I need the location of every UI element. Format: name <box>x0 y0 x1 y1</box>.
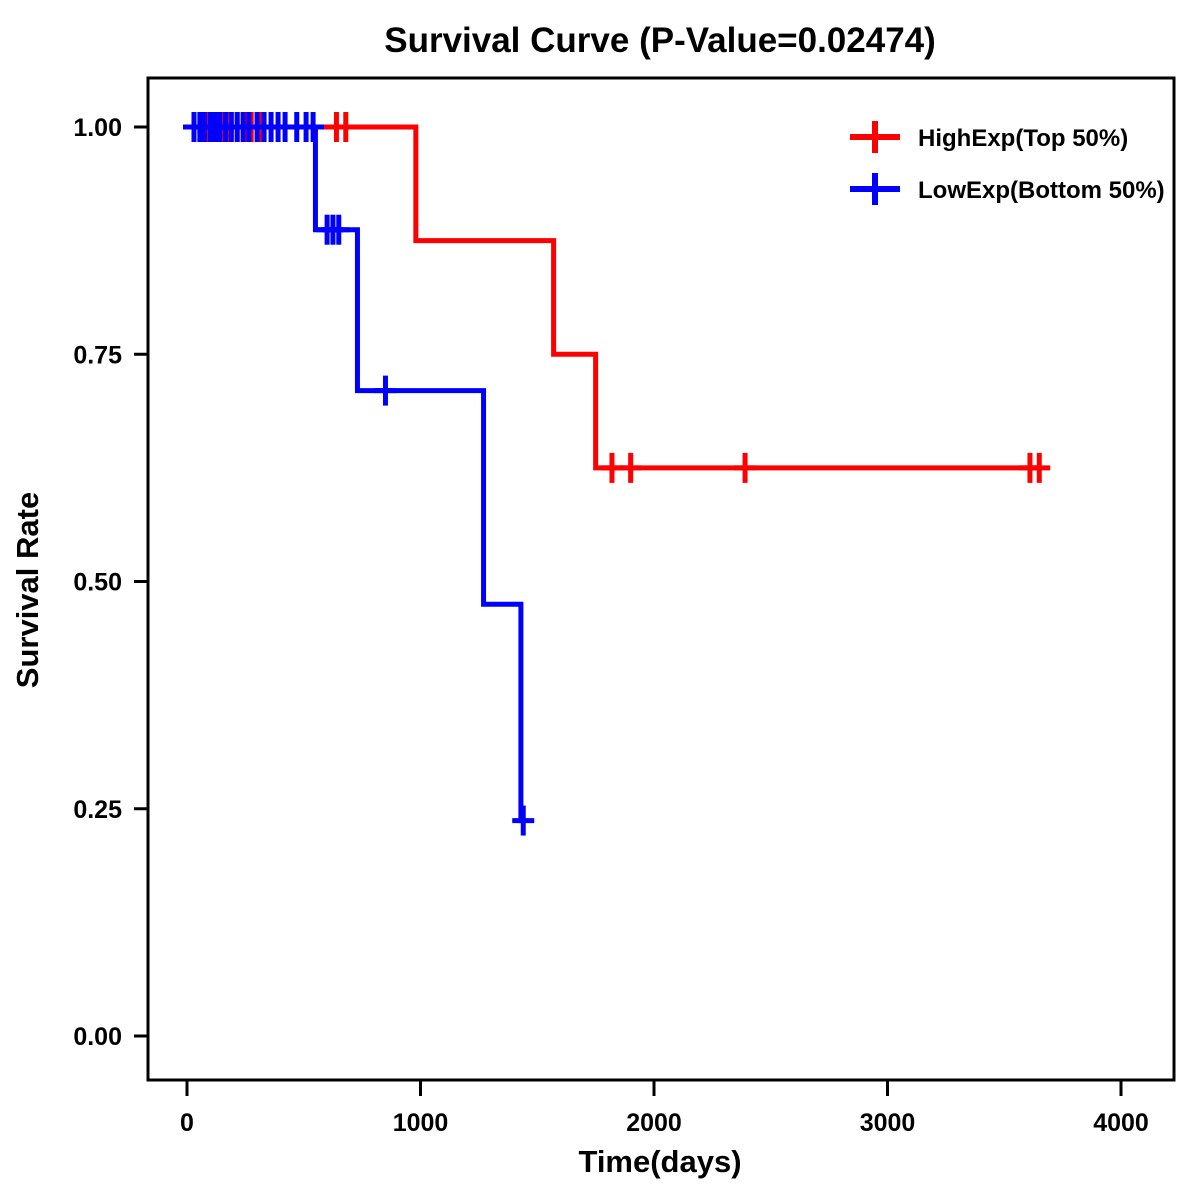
y-axis-label: Survival Rate <box>10 492 45 688</box>
legend-item[interactable] <box>850 173 900 205</box>
censor-marks <box>183 112 535 836</box>
survival-step-line <box>187 124 526 824</box>
legend-item[interactable] <box>850 121 900 153</box>
x-tick-label: 2000 <box>626 1109 682 1137</box>
survival-step-line <box>187 124 1040 471</box>
plot-area-frame <box>146 76 1176 1082</box>
y-tick-label: 0.50 <box>73 569 122 597</box>
x-tick-label: 1000 <box>393 1109 449 1137</box>
series-layer <box>183 112 1051 836</box>
chart-title: Survival Curve (P-Value=0.02474) <box>384 21 936 60</box>
y-tick-label: 0.25 <box>73 796 122 824</box>
y-tick-label: 1.00 <box>73 114 122 142</box>
legend-label: HighExp(Top 50%) <box>918 125 1128 152</box>
y-axis-ticks: 0.00 0.25 0.50 0.75 1.00 <box>73 114 148 1051</box>
series-low-exp <box>183 112 535 836</box>
x-tick-label: 4000 <box>1093 1109 1149 1137</box>
x-tick-label: 3000 <box>860 1109 916 1137</box>
y-tick-label: 0.00 <box>73 1023 122 1051</box>
chart-legend: HighExp(Top 50%) LowExp(Bottom 50%) <box>850 121 1165 205</box>
x-tick-label: 0 <box>180 1109 194 1137</box>
x-axis-label: Time(days) <box>578 1144 741 1179</box>
legend-label: LowExp(Bottom 50%) <box>918 177 1165 204</box>
x-axis-ticks: 0 1000 2000 3000 4000 <box>180 1080 1149 1137</box>
y-tick-label: 0.75 <box>73 341 122 369</box>
